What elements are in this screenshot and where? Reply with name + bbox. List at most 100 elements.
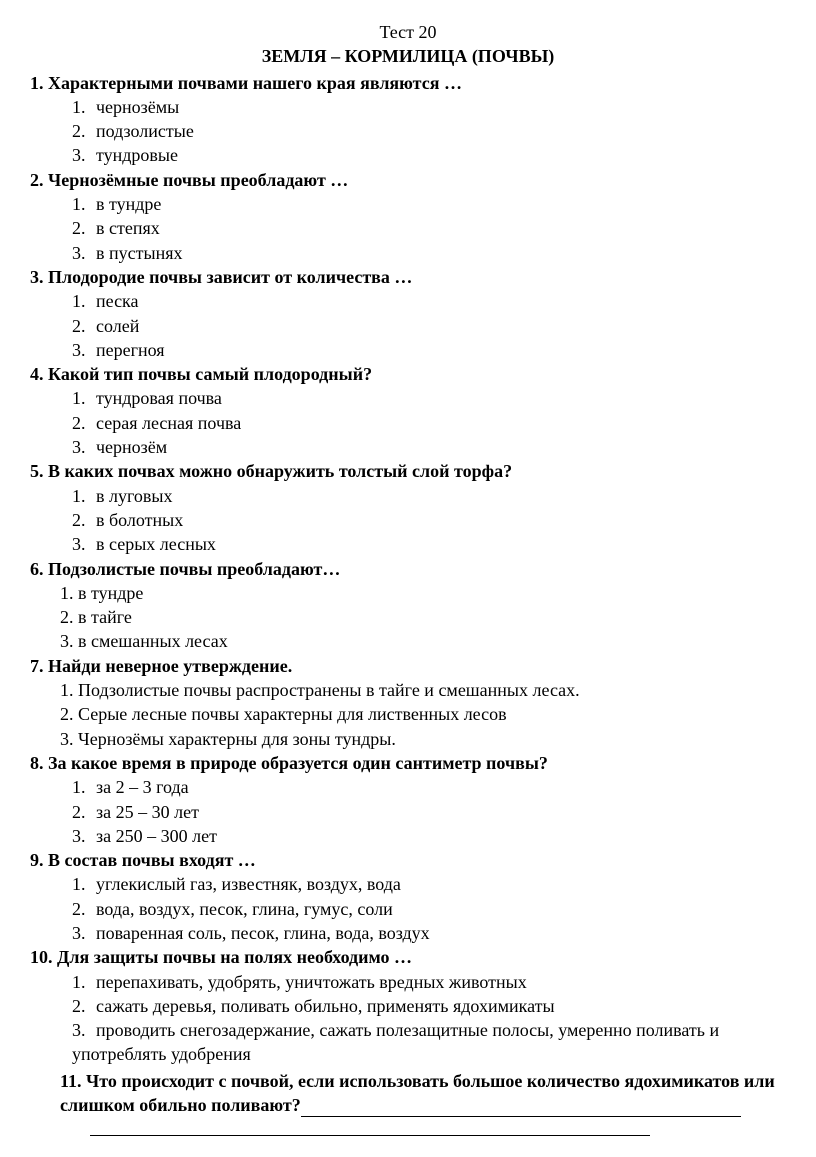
question-1: 1. Характерными почвами нашего края явля…	[30, 71, 786, 168]
question-text: 5. В каких почвах можно обнаружить толст…	[30, 459, 786, 483]
option-number: 1.	[72, 775, 96, 799]
options-list: 1.тундровая почва2.серая лесная почва3.ч…	[30, 386, 786, 459]
option-number: 2.	[72, 897, 96, 921]
option-item[interactable]: 3.в пустынях	[72, 241, 786, 265]
option-text: вода, воздух, песок, глина, гумус, соли	[96, 899, 393, 919]
option-item[interactable]: 2.в степях	[72, 216, 786, 240]
option-item[interactable]: 3.за 250 – 300 лет	[72, 824, 786, 848]
question-5: 5. В каких почвах можно обнаружить толст…	[30, 459, 786, 556]
option-number: 3.	[72, 1018, 96, 1042]
question-11: 11. Что происходит с почвой, если исполь…	[30, 1069, 786, 1137]
option-item[interactable]: 2.сажать деревья, поливать обильно, прим…	[72, 994, 786, 1018]
option-text: в тундре	[96, 194, 161, 214]
question-text: 8. За какое время в природе образуется о…	[30, 751, 786, 775]
option-text: в пустынях	[96, 243, 183, 263]
option-text: углекислый газ, известняк, воздух, вода	[96, 874, 401, 894]
options-list: 1.за 2 – 3 года2.за 25 – 30 лет3.за 250 …	[30, 775, 786, 848]
option-number: 1.	[72, 970, 96, 994]
option-text: за 250 – 300 лет	[96, 826, 217, 846]
option-item[interactable]: 1.в тундре	[72, 192, 786, 216]
option-item[interactable]: 3.в серых лесных	[72, 532, 786, 556]
option-item[interactable]: 1.тундровая почва	[72, 386, 786, 410]
option-text: поваренная соль, песок, глина, вода, воз…	[96, 923, 430, 943]
option-number: 3.	[72, 241, 96, 265]
option-text: в болотных	[96, 510, 183, 530]
option-number: 3.	[72, 338, 96, 362]
option-item[interactable]: 3.проводить снегозадержание, сажать поле…	[72, 1018, 786, 1067]
option-text: тундровая почва	[96, 388, 222, 408]
option-item[interactable]: 3. в смешанных лесах	[60, 629, 786, 653]
option-text: в луговых	[96, 486, 173, 506]
questions-container: 1. Характерными почвами нашего края явля…	[30, 71, 786, 1067]
question-8: 8. За какое время в природе образуется о…	[30, 751, 786, 848]
option-item[interactable]: 3.тундровые	[72, 143, 786, 167]
option-item[interactable]: 2.вода, воздух, песок, глина, гумус, сол…	[72, 897, 786, 921]
option-text: за 2 – 3 года	[96, 777, 189, 797]
option-item[interactable]: 1.песка	[72, 289, 786, 313]
options-list: 1.углекислый газ, известняк, воздух, вод…	[30, 872, 786, 945]
option-item[interactable]: 1.за 2 – 3 года	[72, 775, 786, 799]
answer-line-1[interactable]	[301, 1116, 741, 1117]
option-text: песка	[96, 291, 139, 311]
test-title: ЗЕМЛЯ – КОРМИЛИЦА (ПОЧВЫ)	[30, 44, 786, 68]
options-list: 1.в тундре2.в степях3.в пустынях	[30, 192, 786, 265]
option-number: 2.	[72, 119, 96, 143]
options-list: 1.перепахивать, удобрять, уничтожать вре…	[30, 970, 786, 1067]
option-item[interactable]: 1.перепахивать, удобрять, уничтожать вре…	[72, 970, 786, 994]
option-item[interactable]: 3. Чернозёмы характерны для зоны тундры.	[60, 727, 786, 751]
option-text: чернозёмы	[96, 97, 179, 117]
option-item[interactable]: 2. Серые лесные почвы характерны для лис…	[60, 702, 786, 726]
option-number: 1.	[72, 95, 96, 119]
question-text: 1. Характерными почвами нашего края явля…	[30, 71, 786, 95]
options-list: 1.чернозёмы2.подзолистые3.тундровые	[30, 95, 786, 168]
option-number: 1.	[72, 386, 96, 410]
option-text: перегноя	[96, 340, 165, 360]
options-list: 1.песка2.солей3.перегноя	[30, 289, 786, 362]
question-text: 9. В состав почвы входят …	[30, 848, 786, 872]
answer-line-2[interactable]	[90, 1135, 650, 1136]
option-number: 2.	[72, 216, 96, 240]
option-item[interactable]: 1. Подзолистые почвы распространены в та…	[60, 678, 786, 702]
option-text: солей	[96, 316, 139, 336]
options-list: 1. в тундре2. в тайге3. в смешанных леса…	[30, 581, 786, 654]
options-list: 1. Подзолистые почвы распространены в та…	[30, 678, 786, 751]
option-item[interactable]: 2. в тайге	[60, 605, 786, 629]
option-text: в степях	[96, 218, 160, 238]
question-text: 2. Чернозёмные почвы преобладают …	[30, 168, 786, 192]
question-11-body: Что происходит с почвой, если использова…	[60, 1071, 775, 1115]
option-item[interactable]: 3.чернозём	[72, 435, 786, 459]
option-number: 3.	[72, 921, 96, 945]
option-number: 2.	[72, 314, 96, 338]
question-9: 9. В состав почвы входят …1.углекислый г…	[30, 848, 786, 945]
option-text: проводить снегозадержание, сажать полеза…	[72, 1020, 719, 1064]
question-7: 7. Найди неверное утверждение.1. Подзоли…	[30, 654, 786, 751]
question-11-number: 11.	[60, 1069, 82, 1093]
option-item[interactable]: 2.серая лесная почва	[72, 411, 786, 435]
option-item[interactable]: 3.перегноя	[72, 338, 786, 362]
option-item[interactable]: 2.солей	[72, 314, 786, 338]
option-item[interactable]: 1.чернозёмы	[72, 95, 786, 119]
question-text: 3. Плодородие почвы зависит от количеств…	[30, 265, 786, 289]
option-item[interactable]: 2.подзолистые	[72, 119, 786, 143]
option-text: сажать деревья, поливать обильно, примен…	[96, 996, 555, 1016]
question-text: 10. Для защиты почвы на полях необходимо…	[30, 945, 786, 969]
option-item[interactable]: 1.в луговых	[72, 484, 786, 508]
option-item[interactable]: 2.за 25 – 30 лет	[72, 800, 786, 824]
option-number: 3.	[72, 824, 96, 848]
option-text: серая лесная почва	[96, 413, 241, 433]
option-number: 2.	[72, 800, 96, 824]
option-number: 3.	[72, 435, 96, 459]
option-number: 3.	[72, 532, 96, 556]
option-item[interactable]: 1. в тундре	[60, 581, 786, 605]
option-number: 2.	[72, 994, 96, 1018]
option-item[interactable]: 2.в болотных	[72, 508, 786, 532]
option-number: 1.	[72, 872, 96, 896]
option-item[interactable]: 1.углекислый газ, известняк, воздух, вод…	[72, 872, 786, 896]
question-text: 4. Какой тип почвы самый плодородный?	[30, 362, 786, 386]
option-item[interactable]: 3.поваренная соль, песок, глина, вода, в…	[72, 921, 786, 945]
question-4: 4. Какой тип почвы самый плодородный?1.т…	[30, 362, 786, 459]
option-text: перепахивать, удобрять, уничтожать вредн…	[96, 972, 527, 992]
option-text: за 25 – 30 лет	[96, 802, 199, 822]
question-11-text: 11. Что происходит с почвой, если исполь…	[60, 1069, 786, 1118]
option-number: 2.	[72, 508, 96, 532]
